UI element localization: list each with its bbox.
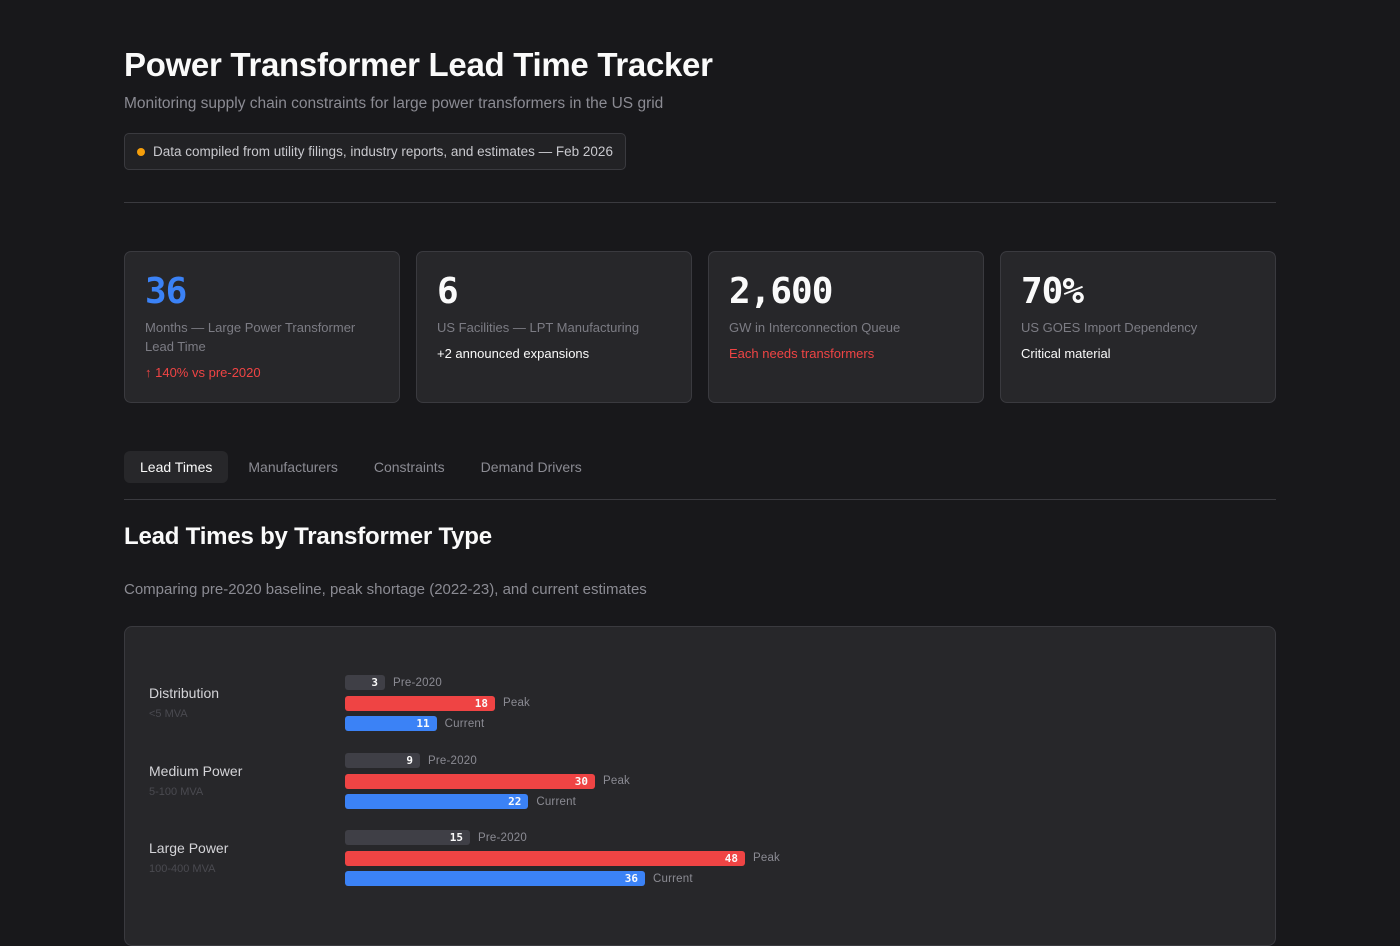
bar-row: 48 Peak xyxy=(345,850,781,866)
category-sublabel: 100-400 MVA xyxy=(149,863,216,875)
bar-current[interactable]: 36 xyxy=(345,871,645,886)
bar-current[interactable]: 22 xyxy=(345,794,529,809)
bar-pre2020[interactable]: 9 xyxy=(345,753,420,768)
bar-row: 18 Peak xyxy=(345,695,531,711)
source-note: Data compiled from utility filings, indu… xyxy=(153,144,613,159)
stat-note: Critical material xyxy=(1021,346,1111,361)
bar-series-label: Pre-2020 xyxy=(393,676,442,689)
stat-value: 70% xyxy=(1021,271,1084,312)
bar-series-label: Peak xyxy=(753,852,781,864)
source-badge: Data compiled from utility filings, indu… xyxy=(124,133,626,170)
chart-group: Large Power 100-400 MVA 15 Pre-2020 48 Peak 36… xyxy=(125,830,1275,892)
tab-lead-times[interactable]: Lead Times xyxy=(124,451,229,483)
tabs-divider xyxy=(124,499,1276,500)
bar-row: 36 Current xyxy=(345,871,693,886)
bar-row: 15 Pre-2020 xyxy=(345,830,527,845)
bar-pre2020[interactable]: 3 xyxy=(345,675,385,690)
category-label: Distribution xyxy=(149,685,220,701)
stat-card-facilities: 6 US Facilities — LPT Manufacturing +2 a… xyxy=(416,251,692,403)
category-label: Large Power xyxy=(149,840,229,856)
bar-series-label: Peak xyxy=(603,775,631,787)
status-dot-icon xyxy=(137,147,145,156)
stat-note: ↑ 140% vs pre-2020 xyxy=(145,365,261,380)
bar-peak[interactable]: 18 xyxy=(345,695,495,711)
chart-group: Distribution <5 MVA 3 Pre-2020 18 Peak 11 Curre… xyxy=(125,675,1275,737)
stat-label: Months — Large Power Transformer Lead Ti… xyxy=(145,320,356,354)
bar-series-label: Current xyxy=(444,717,485,730)
category-sublabel: 5-100 MVA xyxy=(149,786,204,798)
bar-row: 22 Current xyxy=(345,794,576,809)
stat-card-goes: 70% US GOES Import Dependency Critical m… xyxy=(1000,251,1276,403)
stat-note: +2 announced expansions xyxy=(437,346,590,361)
page-subtitle: Monitoring supply chain constraints for … xyxy=(124,95,664,112)
section-subtitle: Comparing pre-2020 baseline, peak shorta… xyxy=(124,581,647,598)
stat-label: GW in Interconnection Queue xyxy=(729,320,901,335)
bar-row: 11 Current xyxy=(345,716,484,731)
bar-series-label: Peak xyxy=(503,697,531,709)
bar-row: 9 Pre-2020 xyxy=(345,753,477,768)
bar-series-label: Current xyxy=(653,872,693,885)
lead-time-chart: Distribution <5 MVA 3 Pre-2020 18 Peak 11 Curre… xyxy=(124,626,1276,946)
stat-label: US GOES Import Dependency xyxy=(1021,320,1198,335)
bar-series-label: Pre-2020 xyxy=(428,754,477,767)
stat-value: 36 xyxy=(145,271,187,312)
tab-constraints[interactable]: Constraints xyxy=(373,459,445,475)
bar-peak[interactable]: 48 xyxy=(345,850,745,866)
divider xyxy=(124,202,1276,203)
stat-label: US Facilities — LPT Manufacturing xyxy=(437,320,640,335)
tab-manufacturers[interactable]: Manufacturers xyxy=(248,459,338,475)
bar-series-label: Pre-2020 xyxy=(478,831,527,844)
category-sublabel: <5 MVA xyxy=(149,708,188,720)
bar-peak[interactable]: 30 xyxy=(345,773,595,789)
section-title: Lead Times by Transformer Type xyxy=(124,523,492,550)
stat-card-queue: 2,600 GW in Interconnection Queue Each n… xyxy=(708,251,984,403)
page-title: Power Transformer Lead Time Tracker xyxy=(124,46,713,83)
bar-pre2020[interactable]: 15 xyxy=(345,830,470,845)
stats-row: 36 Months — Large Power Transformer Lead… xyxy=(124,251,1276,403)
stat-value: 6 xyxy=(437,271,459,312)
bar-series-label: Current xyxy=(536,795,577,808)
stat-card-lead-time: 36 Months — Large Power Transformer Lead… xyxy=(124,251,400,403)
tab-bar: Lead Times Manufacturers Constraints Dem… xyxy=(124,451,598,483)
stat-value: 2,600 xyxy=(729,271,833,312)
bar-current[interactable]: 11 xyxy=(345,716,437,731)
category-label: Medium Power xyxy=(149,763,243,779)
bar-row: 30 Peak xyxy=(345,773,631,789)
stat-note: Each needs transformers xyxy=(729,346,875,361)
bar-row: 3 Pre-2020 xyxy=(345,675,442,690)
tab-demand-drivers[interactable]: Demand Drivers xyxy=(480,459,582,475)
chart-group: Medium Power 5-100 MVA 9 Pre-2020 30 Peak 22 Cu… xyxy=(125,753,1275,815)
